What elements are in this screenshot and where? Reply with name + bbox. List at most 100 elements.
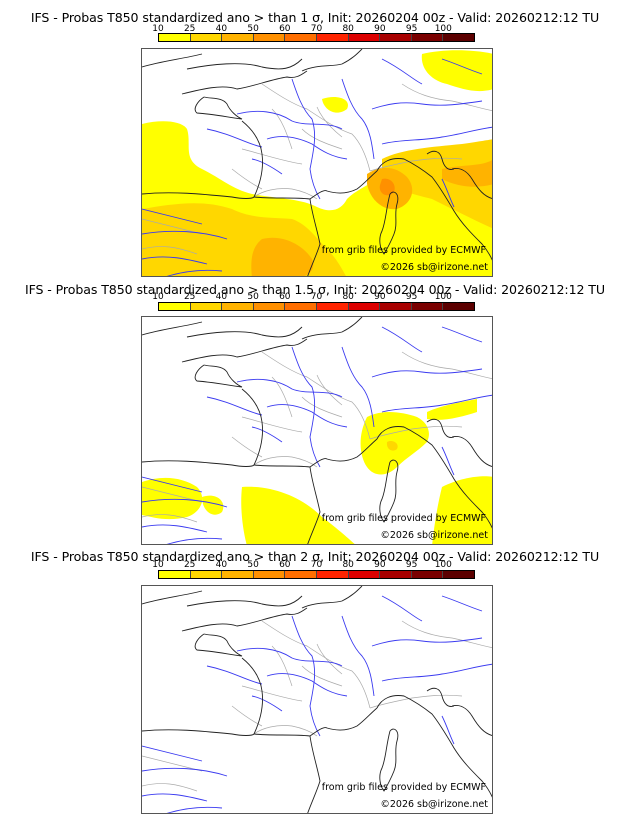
- admin-border: [401, 83, 492, 111]
- admin-border: [241, 685, 303, 702]
- probability-region: [386, 440, 398, 451]
- map-canvas: [142, 586, 492, 813]
- panel-title: IFS - Probas T850 standardized ano > tha…: [24, 282, 606, 297]
- probability-region: [202, 495, 224, 515]
- coastline: [376, 695, 492, 798]
- river: [441, 58, 483, 75]
- admin-border: [253, 456, 318, 468]
- admin-border: [231, 436, 263, 458]
- colorbar-tick-label: 90: [374, 24, 386, 34]
- colorbar-tick-label: 70: [310, 560, 323, 570]
- admin-border: [401, 351, 492, 379]
- colorbar-tick-label: 70: [310, 24, 323, 34]
- river: [251, 426, 283, 443]
- river: [341, 78, 375, 160]
- coastline-layer: [142, 586, 492, 813]
- credit-source: from grib files provided by ECMWF: [321, 245, 486, 256]
- coastline: [301, 317, 363, 340]
- admin-border: [142, 755, 203, 792]
- colorbar-swatch: [159, 34, 191, 41]
- colorbar-tick-label: 95: [405, 560, 418, 570]
- admin-border: [271, 645, 343, 687]
- colorbar-tick-label: 100: [434, 24, 452, 34]
- colorbar-tick-label: 90: [374, 560, 386, 570]
- panel-title: IFS - Probas T850 standardized ano > tha…: [30, 549, 600, 564]
- colorbar-swatch: [443, 571, 474, 578]
- probability-field-layer: [142, 399, 492, 544]
- probability-map[interactable]: from grib files provided by ECMWF ©2026 …: [141, 316, 493, 545]
- river: [236, 378, 343, 398]
- river: [381, 595, 423, 622]
- colorbar-swatch: [380, 303, 412, 310]
- coastline: [181, 338, 308, 363]
- coastline: [142, 729, 255, 736]
- admin-border: [369, 694, 463, 709]
- rivers-layer: [142, 58, 492, 276]
- credit-source: from grib files provided by ECMWF: [321, 782, 486, 793]
- colorbar-swatch: [348, 303, 381, 310]
- probability-map[interactable]: from grib files provided by ECMWF ©2026 …: [141, 48, 493, 277]
- colorbar-tick-label: 95: [405, 24, 418, 34]
- river: [206, 128, 263, 148]
- coastline: [194, 364, 243, 388]
- credit-copyright: ©2026 sb@irizone.net: [380, 530, 488, 541]
- map-canvas: [142, 49, 492, 276]
- coastline: [379, 728, 399, 792]
- colorbar-swatch: [411, 303, 444, 310]
- admin-borders-layer: [142, 351, 492, 523]
- colorbar-swatch: [222, 34, 254, 41]
- admin-border: [401, 620, 492, 648]
- admin-border: [261, 620, 371, 709]
- probability-region: [432, 476, 492, 544]
- coastline: [307, 735, 321, 813]
- colorbar-swatch: [190, 303, 223, 310]
- coastline: [376, 426, 492, 529]
- admin-border: [316, 106, 343, 138]
- admin-border: [231, 168, 263, 190]
- river: [341, 346, 375, 428]
- colorbar-swatch: [411, 34, 444, 41]
- colorbar-swatch: [285, 34, 317, 41]
- river: [371, 368, 483, 378]
- probability-region: [421, 50, 492, 92]
- colorbar-tick-label: 80: [342, 292, 354, 302]
- river: [441, 715, 455, 745]
- coastline: [451, 705, 492, 736]
- colorbar-tick-label: 50: [247, 292, 259, 302]
- colorbar-tick-label: 70: [310, 292, 323, 302]
- colorbar-tick-label: 25: [183, 292, 196, 302]
- coastline: [379, 459, 399, 523]
- probability-field-layer: [142, 50, 492, 276]
- probability-region: [322, 97, 348, 113]
- colorbar-swatch: [253, 34, 286, 41]
- coastline: [241, 388, 378, 468]
- river: [441, 595, 483, 612]
- colorbar-swatch: [285, 571, 317, 578]
- admin-border: [369, 425, 463, 440]
- coastline: [181, 70, 308, 95]
- coastline: [301, 49, 363, 72]
- colorbar-swatch: [316, 34, 349, 41]
- admin-border: [261, 83, 371, 172]
- colorbar-swatch: [348, 571, 381, 578]
- admin-border: [231, 705, 263, 727]
- colorbar: [158, 33, 475, 42]
- colorbar-tick-label: 10: [152, 560, 164, 570]
- river: [142, 793, 223, 813]
- colorbar-swatch: [222, 571, 254, 578]
- colorbar-tick-labels: 10 25 40 50 60 70 80 90 95 100: [0, 560, 630, 570]
- colorbar-tick-label: 60: [279, 560, 291, 570]
- probability-map[interactable]: from grib files provided by ECMWF ©2026 …: [141, 585, 493, 814]
- colorbar-tick-label: 40: [215, 292, 228, 302]
- probability-region: [427, 399, 477, 420]
- admin-borders-layer: [142, 83, 492, 255]
- colorbar-swatch: [316, 303, 349, 310]
- colorbar-swatch: [253, 571, 286, 578]
- river: [236, 647, 343, 667]
- colorbar-swatch: [443, 303, 474, 310]
- colorbar-tick-label: 50: [247, 24, 259, 34]
- river: [142, 256, 223, 276]
- colorbar-tick-label: 60: [279, 292, 291, 302]
- river: [441, 178, 455, 208]
- colorbar-swatch: [222, 303, 254, 310]
